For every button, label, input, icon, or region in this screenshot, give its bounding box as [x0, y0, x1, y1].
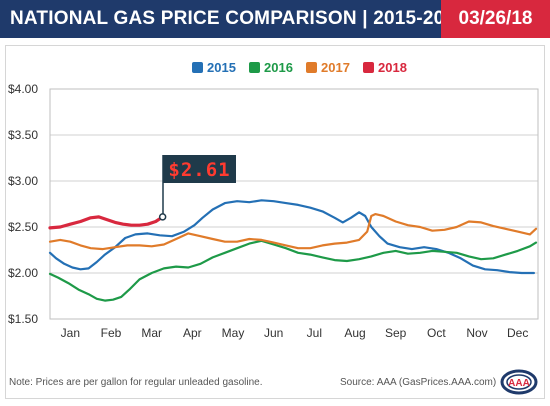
callout-point	[158, 213, 167, 221]
title-panel: NATIONAL GAS PRICE COMPARISON | 2015-201…	[0, 0, 466, 38]
callout-flag	[163, 155, 236, 183]
legend-swatch-2015	[192, 62, 203, 73]
x-tick-label: Nov	[466, 326, 487, 340]
legend-label-2018: 2018	[378, 60, 407, 75]
x-tick-label: Aug	[344, 326, 365, 340]
legend-swatch-2018	[363, 62, 374, 73]
y-tick-label: $2.00	[8, 266, 38, 280]
x-tick-label: Jan	[61, 326, 80, 340]
y-tick-label: $3.00	[8, 174, 38, 188]
series-line-2015	[48, 199, 536, 275]
legend-label-2015: 2015	[207, 60, 236, 75]
x-tick-label: Oct	[427, 326, 446, 340]
date-panel: 03/26/18	[441, 0, 550, 38]
legend-label-2017: 2017	[321, 60, 350, 75]
x-tick-label: Mar	[141, 326, 162, 340]
source-label: Source: AAA (GasPrices.AAA.com)	[340, 377, 497, 388]
y-tick-label: $4.00	[8, 82, 38, 96]
footnote: Note: Prices are per gallon for regular …	[9, 377, 263, 388]
y-tick-label: $1.50	[8, 312, 38, 326]
legend-label-2016: 2016	[264, 60, 293, 75]
y-tick-label: $3.50	[8, 128, 38, 142]
callout-label: $2.61	[168, 159, 230, 181]
x-tick-label: Sep	[385, 326, 407, 340]
aaa-logo-icon: AAA	[500, 369, 538, 395]
x-tick-label: Feb	[101, 326, 122, 340]
date-label: 03/26/18	[458, 8, 533, 29]
series-line-2017	[48, 213, 538, 251]
logo-text: AAA	[508, 378, 530, 389]
x-tick-label: Apr	[183, 326, 202, 340]
plot-frame	[49, 88, 539, 320]
x-tick-label: May	[222, 326, 245, 340]
x-tick-label: Jul	[307, 326, 322, 340]
header-bar: NATIONAL GAS PRICE COMPARISON | 2015-201…	[0, 0, 550, 38]
series-line-2018	[48, 215, 165, 230]
x-tick-label: Dec	[507, 326, 528, 340]
legend-swatch-2017	[306, 62, 317, 73]
series-line-2016	[48, 239, 538, 302]
y-tick-label: $2.50	[8, 220, 38, 234]
x-tick-label: Jun	[264, 326, 283, 340]
chart-title: NATIONAL GAS PRICE COMPARISON | 2015-201…	[10, 8, 466, 29]
legend-swatch-2016	[249, 62, 260, 73]
chart-card	[5, 45, 545, 399]
